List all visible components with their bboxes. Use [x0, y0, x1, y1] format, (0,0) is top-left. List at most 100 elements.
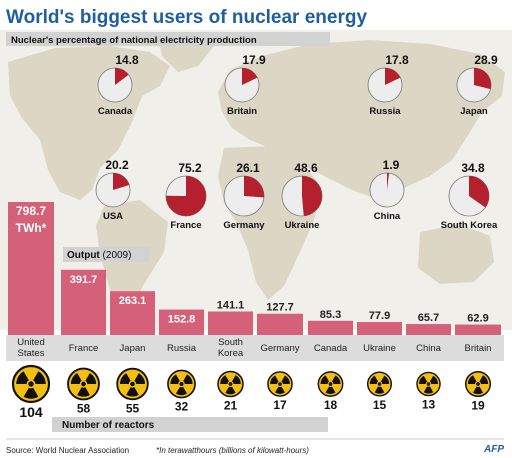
country-label-france: France	[69, 343, 99, 354]
bar-value-label: 85.3	[320, 309, 341, 321]
output-bar	[159, 309, 204, 335]
bar-value-label: 141.1	[217, 300, 245, 312]
output-label-text: Output	[67, 250, 100, 261]
country-labels: United States France Japan Russia South Korea G…	[17, 337, 491, 359]
pie-value: 48.6	[294, 161, 318, 175]
reactors-britain: 19	[464, 370, 492, 412]
pie-slice	[242, 68, 258, 85]
pie-section-label: Nuclear's percentage of national electri…	[11, 35, 257, 46]
pie-ukraine: 48.6 Ukraine	[281, 161, 323, 231]
country-label-germany: Germany	[260, 343, 299, 354]
reactors-label-band	[52, 417, 328, 432]
country-label-britain: Britain	[465, 343, 492, 354]
reactor-blade	[429, 375, 438, 385]
pie-south-korea: 34.8 South Korea	[441, 161, 498, 231]
reactor-count: 21	[224, 398, 238, 412]
bar-united-states: 798.7 TWh*	[8, 202, 54, 335]
country-label-japan: Japan	[120, 343, 146, 354]
reactor-core	[130, 381, 135, 387]
reactor-core	[278, 382, 282, 386]
pie-japan: 28.9 Japan	[456, 53, 498, 117]
pie-value: 17.8	[385, 53, 409, 67]
reactor-count: 19	[471, 398, 485, 412]
pie-country-label: USA	[103, 211, 123, 222]
reactor-blade	[325, 386, 336, 394]
reactors-label: Number of reactors	[62, 420, 155, 431]
country-label-united-states: United States	[17, 337, 44, 359]
reactor-blade	[16, 371, 29, 385]
reactor-blade	[331, 375, 341, 385]
infographic-title: World's biggest users of nuclear energy	[6, 7, 367, 28]
pie-country-label: Japan	[460, 106, 488, 117]
reactor-core	[476, 382, 480, 386]
output-bar	[455, 324, 501, 335]
reactor-blade	[479, 375, 489, 385]
source-text: Source: World Nuclear Association	[6, 446, 129, 455]
afp-logo: AFP	[483, 444, 504, 455]
pie-china: 1.9 China	[369, 158, 405, 222]
bar-canada: 85.3	[308, 309, 353, 335]
bar-russia: 152.8	[159, 309, 204, 335]
pie-slice	[387, 173, 390, 190]
reactors-ukraine: 15	[366, 371, 393, 412]
reactors-france: 58	[67, 367, 100, 415]
output-label: Output (2009)	[67, 250, 131, 261]
reactor-core	[28, 381, 34, 387]
reactor-count: 15	[373, 398, 387, 412]
pie-slice	[113, 173, 130, 190]
output-bar	[308, 320, 353, 335]
pie-country-label: Ukraine	[285, 220, 320, 231]
output-bars: 798.7 TWh* 391.7 263.1 152.8 141.1 127.7 85.3 77…	[8, 202, 501, 335]
output-bar	[208, 311, 253, 335]
pie-slice	[469, 176, 489, 208]
reactor-blade	[270, 375, 279, 385]
reactor-blade	[419, 375, 428, 385]
pie-usa: 20.2 USA	[95, 158, 131, 222]
reactor-blade	[231, 375, 241, 384]
reactor-count: 104	[19, 404, 43, 420]
output-bar	[357, 322, 402, 335]
bar-value-label: 798.7	[16, 204, 46, 218]
pie-slice	[165, 176, 206, 216]
reactor-blade	[380, 375, 390, 385]
country-label-south-korea: South Korea	[218, 337, 244, 359]
reactors-germany: 17	[267, 371, 293, 412]
reactor-blade	[467, 375, 477, 385]
bar-value-label: 77.9	[369, 310, 390, 322]
pie-value: 20.2	[105, 158, 129, 172]
reactor-blade	[170, 374, 180, 385]
reactor-blade	[70, 373, 82, 385]
reactors-canada: 18	[317, 371, 344, 412]
bar-south-korea: 141.1	[208, 300, 253, 335]
bar-germany: 127.7	[257, 302, 303, 335]
pie-slice	[474, 68, 492, 90]
pie-slice	[115, 68, 129, 85]
pie-value: 26.1	[236, 161, 260, 175]
pie-value: 1.9	[383, 158, 400, 172]
bar-france: 391.7	[61, 269, 106, 335]
output-label-band	[63, 247, 149, 262]
footnote-text: *In terawatthours (billions of kilowatt-…	[156, 446, 309, 455]
bar-britain: 62.9	[455, 313, 501, 335]
reactor-core	[228, 382, 233, 386]
reactor-core	[328, 382, 333, 386]
pie-country-label: Germany	[223, 220, 265, 231]
country-label-russia: Russia	[167, 343, 197, 354]
bar-value-label: 263.1	[119, 295, 147, 307]
pie-charts: 14.8 Canada 17.9 Britain 17.8 Russia 28.9 Japan…	[95, 53, 498, 231]
pie-country-label: Britain	[227, 106, 257, 117]
output-bar	[110, 291, 155, 335]
map-australia	[418, 224, 494, 284]
reactors-south-korea: 21	[217, 370, 244, 412]
reactors-japan: 55	[116, 367, 149, 415]
reactor-core	[426, 382, 431, 386]
pie-value: 28.9	[474, 53, 498, 67]
reactor-blade	[23, 387, 39, 399]
pie-value: 14.8	[115, 53, 139, 67]
output-bar	[257, 313, 303, 335]
pie-value: 17.9	[242, 53, 266, 67]
reactor-blade	[33, 371, 46, 385]
output-bar	[406, 324, 451, 335]
reactor-blade	[175, 386, 188, 396]
